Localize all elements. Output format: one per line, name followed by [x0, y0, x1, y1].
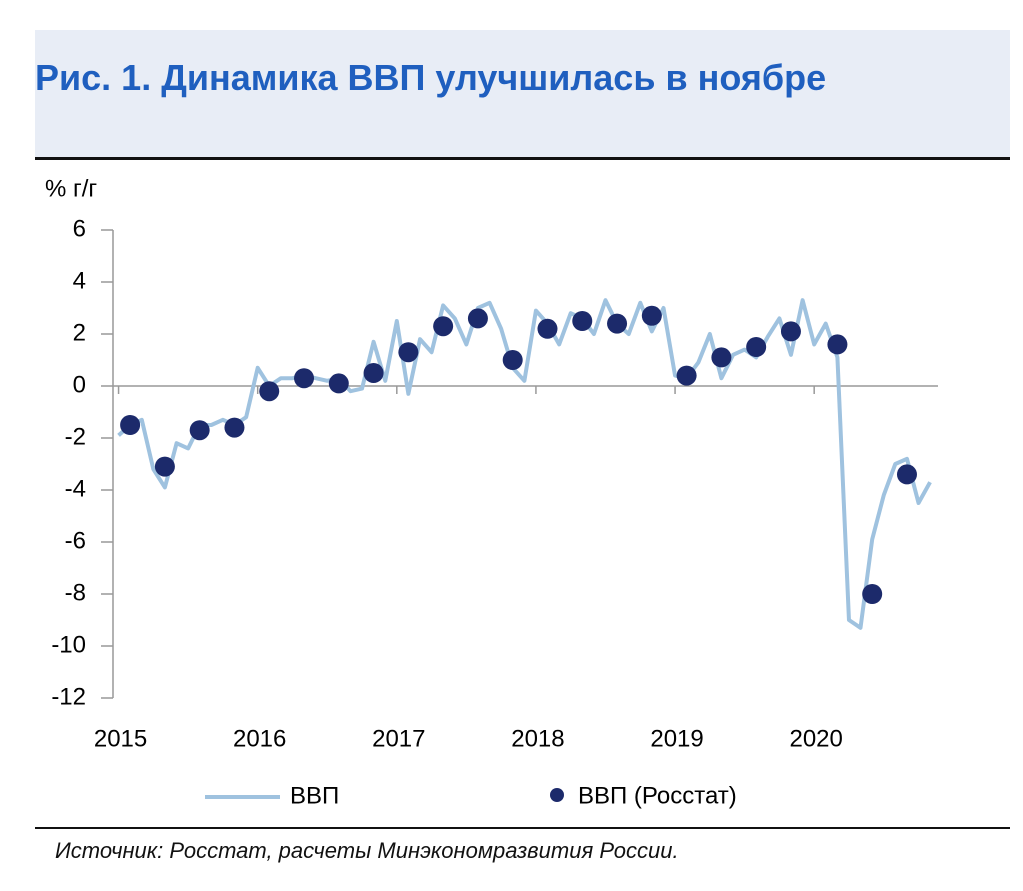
- source-rule: [35, 827, 1010, 829]
- y-tick-label: -2: [65, 423, 86, 450]
- gdp-dot: [780, 321, 801, 342]
- gdp-dot: [502, 350, 523, 370]
- gdp-dot: [294, 368, 315, 389]
- gdp-line: [117, 298, 932, 630]
- y-tick-label: 6: [73, 215, 86, 242]
- x-tick-label: 2020: [789, 725, 842, 752]
- y-tick-label: -12: [51, 683, 86, 710]
- title-band: [35, 30, 1010, 160]
- gdp-dot: [398, 342, 419, 363]
- y-tick-label: -8: [65, 579, 86, 606]
- gdp-dot: [607, 313, 628, 334]
- gdp-dot: [896, 464, 917, 485]
- chart-title: Рис. 1. Динамика ВВП улучшилась в ноябре: [35, 57, 827, 98]
- y-axis-label: % г/г: [45, 175, 97, 202]
- gdp-dot: [154, 456, 175, 477]
- y-tick-label: 2: [73, 319, 86, 346]
- gdp-dot: [641, 305, 662, 326]
- source-note: Источник: Росстат, расчеты Минэкономразв…: [55, 838, 679, 863]
- legend-swatch: [550, 788, 564, 802]
- gdp-dot: [862, 584, 883, 604]
- gdp-dot: [676, 365, 697, 386]
- y-tick-label: -6: [65, 527, 86, 554]
- x-tick-label: 2017: [372, 725, 425, 752]
- gdp-dot: [711, 347, 732, 368]
- gdp-dot: [259, 381, 280, 402]
- gdp-dot: [746, 337, 767, 357]
- gdp-dot: [827, 334, 848, 355]
- gdp-dot: [572, 311, 593, 331]
- gdp-dot: [120, 415, 141, 435]
- x-tick-label: 2016: [233, 725, 286, 752]
- x-tick-label: 2018: [511, 725, 564, 752]
- x-tick-label: 2019: [650, 725, 703, 752]
- y-tick-label: -10: [51, 631, 86, 658]
- legend-label: ВВП (Росстат): [578, 782, 737, 809]
- gdp-dot: [224, 417, 245, 438]
- x-tick-label: 2015: [94, 725, 147, 752]
- y-tick-label: 4: [73, 267, 86, 294]
- gdp-dot: [433, 316, 454, 337]
- y-tick-label: 0: [73, 371, 86, 398]
- gdp-dot: [189, 420, 210, 441]
- gdp-dot: [467, 308, 488, 329]
- gdp-dot: [363, 363, 384, 383]
- y-tick-label: -4: [65, 475, 86, 502]
- gdp-dot: [328, 373, 349, 394]
- gdp-dot: [537, 318, 558, 339]
- legend-label: ВВП: [290, 782, 339, 809]
